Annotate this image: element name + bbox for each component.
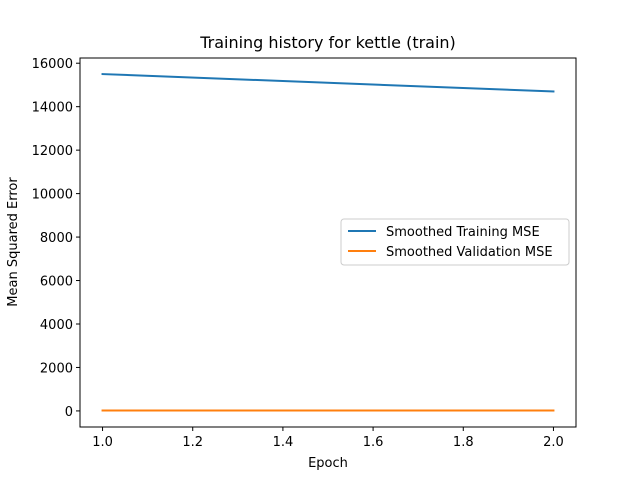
y-tick-label: 0 — [65, 405, 73, 420]
x-axis: 1.0 1.2 1.4 1.6 1.8 2.0 — [92, 427, 564, 450]
legend-box — [340, 218, 570, 266]
legend-entry-label: Smoothed Validation MSE — [386, 245, 553, 260]
y-axis: 0 2000 4000 6000 8000 10000 12000 14000 16000 — [32, 57, 80, 420]
y-tick-label: 16000 — [32, 57, 73, 72]
y-tick-label: 8000 — [40, 231, 73, 246]
chart-title: Training history for kettle (train) — [199, 33, 456, 52]
y-tick-label: 14000 — [32, 101, 73, 116]
axes-frame — [79, 57, 577, 428]
x-axis-label: Epoch — [308, 456, 348, 471]
y-tick-label: 10000 — [32, 188, 73, 203]
x-tick-label: 1.8 — [453, 435, 474, 450]
x-tick-label: 1.6 — [363, 435, 384, 450]
series-line-training — [101, 73, 555, 93]
y-tick-label: 2000 — [40, 361, 73, 376]
plot-area — [101, 73, 555, 412]
legend-entry-label: Smoothed Training MSE — [386, 225, 540, 240]
x-tick-label: 1.2 — [182, 435, 203, 450]
x-tick-label: 2.0 — [543, 435, 564, 450]
x-tick-label: 1.4 — [273, 435, 294, 450]
y-tick-label: 6000 — [40, 275, 73, 290]
y-axis-label: Mean Squared Error — [6, 177, 21, 307]
legend: Smoothed Training MSE Smoothed Validation… — [340, 218, 570, 266]
x-tick-label: 1.0 — [92, 435, 113, 450]
y-tick-label: 4000 — [40, 318, 73, 333]
y-tick-label: 12000 — [32, 144, 73, 159]
